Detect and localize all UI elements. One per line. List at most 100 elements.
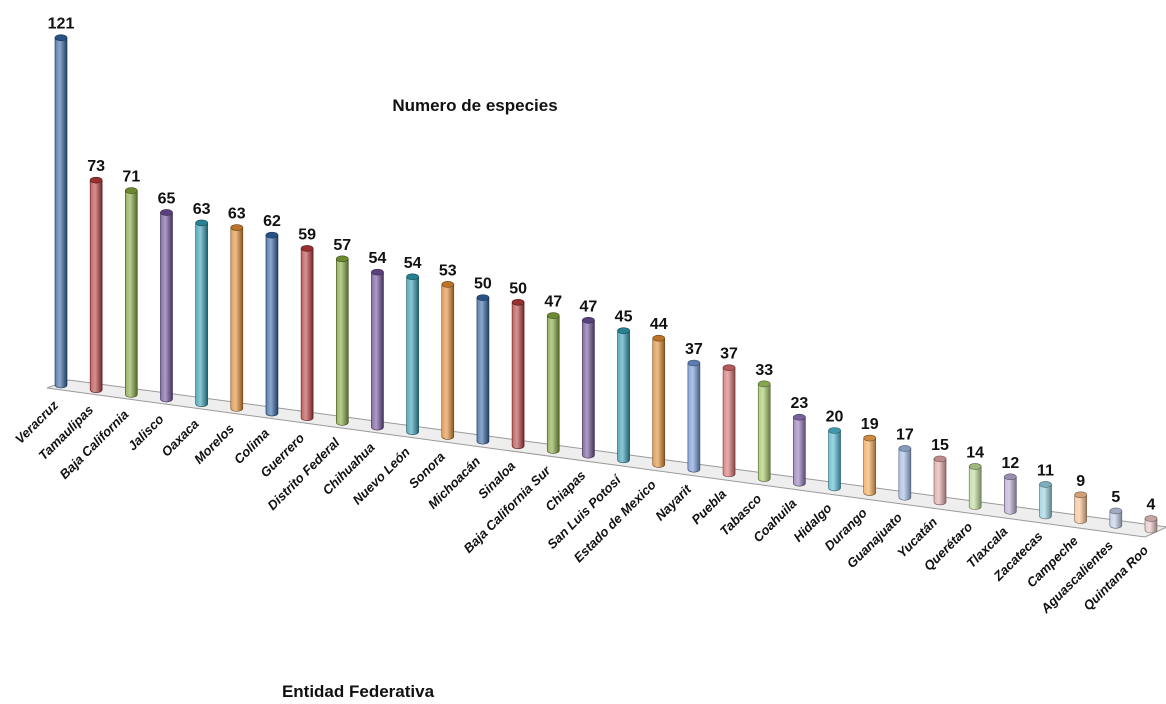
bar-tamaulipas xyxy=(89,176,103,393)
bar-sinaloa xyxy=(511,299,525,450)
bar-body xyxy=(863,437,877,496)
bar-jalisco xyxy=(160,209,173,403)
data-label-tlaxcala: 12 xyxy=(1001,455,1019,472)
chart-floor xyxy=(46,379,1166,538)
bar-body xyxy=(406,276,419,436)
data-label-aguascalientes: 5 xyxy=(1111,489,1120,506)
bar-coahuila xyxy=(793,413,806,487)
data-label-yucatan: 15 xyxy=(931,437,949,454)
data-label-guanajuato: 17 xyxy=(896,426,914,443)
data-label-nayarit: 37 xyxy=(685,341,703,358)
bar-guerrero xyxy=(300,245,314,422)
data-label-sonora: 53 xyxy=(439,262,457,279)
bar-body xyxy=(441,284,455,440)
data-label-san-luis-potosi: 45 xyxy=(615,309,633,326)
bar-quintana-roo xyxy=(1144,515,1158,534)
bar-oaxaca xyxy=(195,219,208,408)
category-label-distrito-federal: Distrito Federal xyxy=(264,435,342,513)
bar-top xyxy=(511,299,525,306)
bar-yucatan xyxy=(933,455,947,506)
bar-body xyxy=(1074,494,1087,524)
bar-hidalgo xyxy=(828,427,841,492)
bar-top xyxy=(546,312,560,319)
bar-top xyxy=(1109,507,1123,515)
bar-body xyxy=(89,179,103,393)
bar-campeche xyxy=(1074,491,1087,524)
bar-chihuahua xyxy=(371,268,384,431)
bar-body xyxy=(1144,518,1158,534)
bar-body xyxy=(371,271,384,431)
data-label-tamaulipas: 73 xyxy=(87,158,105,175)
bar-top xyxy=(1039,481,1052,488)
bar-body xyxy=(687,362,701,473)
bar-top xyxy=(582,316,595,324)
bar-top xyxy=(441,281,455,288)
bar-durango xyxy=(863,434,877,496)
bar-colima xyxy=(265,231,279,417)
bar-top xyxy=(793,413,806,421)
bar-top xyxy=(687,359,701,367)
bar-top xyxy=(968,463,982,470)
data-label-queretaro: 14 xyxy=(966,444,984,461)
bar-body xyxy=(265,234,279,417)
bar-top xyxy=(335,255,349,263)
bar-body xyxy=(1039,484,1052,520)
data-label-tabasco: 33 xyxy=(755,362,773,379)
bar-body xyxy=(54,37,68,389)
data-label-estado-de-mexico: 44 xyxy=(650,316,668,333)
bar-veracruz xyxy=(54,34,68,389)
data-label-veracruz: 121 xyxy=(48,16,75,33)
data-label-campeche: 9 xyxy=(1076,473,1085,490)
bar-body xyxy=(652,337,666,468)
bar-top xyxy=(898,445,912,452)
bar-top xyxy=(230,224,244,231)
bar-body xyxy=(230,227,244,412)
chart-title: Numero de especies xyxy=(392,96,557,115)
bar-body xyxy=(511,302,525,450)
bar-sonora xyxy=(441,281,455,440)
bar-top xyxy=(476,294,490,301)
bar-body xyxy=(335,258,349,426)
data-label-hidalgo: 20 xyxy=(826,409,844,426)
data-label-colima: 62 xyxy=(263,213,281,230)
data-label-distrito-federal: 57 xyxy=(333,237,351,254)
data-label-baja-california: 71 xyxy=(122,169,140,186)
bars-group xyxy=(54,34,1158,534)
data-label-guerrero: 59 xyxy=(298,226,316,243)
x-axis-title: Entidad Federativa xyxy=(282,682,435,701)
data-label-quintana-roo: 4 xyxy=(1147,497,1156,514)
bar-estado-de-mexico xyxy=(652,334,666,468)
bar-tabasco xyxy=(757,380,771,482)
bar-top xyxy=(617,327,630,334)
bar-nuevo-leon xyxy=(406,273,419,436)
data-label-oaxaca: 63 xyxy=(193,201,211,218)
bar-top xyxy=(933,455,947,463)
bar-top xyxy=(828,427,841,434)
bar-body xyxy=(933,458,947,506)
bar-body xyxy=(1109,510,1123,529)
bar-body xyxy=(793,416,806,487)
data-label-chiapas: 47 xyxy=(580,298,598,315)
bar-body xyxy=(757,383,771,482)
bar-top xyxy=(757,380,771,388)
data-label-puebla: 37 xyxy=(720,346,738,363)
bar-top xyxy=(89,176,103,184)
bar-top xyxy=(863,434,877,442)
bar-puebla xyxy=(722,364,736,478)
bar-body xyxy=(125,190,138,398)
bar-body xyxy=(300,248,314,422)
bar-top xyxy=(371,268,384,276)
bar-top xyxy=(1144,515,1158,522)
bar-body xyxy=(546,315,560,454)
bar-morelos xyxy=(230,224,244,412)
bar-top xyxy=(54,34,68,42)
data-label-coahuila: 23 xyxy=(790,395,808,412)
bar-michoacan xyxy=(476,294,490,445)
bar-body xyxy=(898,448,912,501)
bar-top xyxy=(722,364,736,371)
bar-guanajuato xyxy=(898,445,912,501)
data-label-morelos: 63 xyxy=(228,206,246,223)
bar-body xyxy=(476,297,490,445)
bar-top xyxy=(125,187,138,194)
